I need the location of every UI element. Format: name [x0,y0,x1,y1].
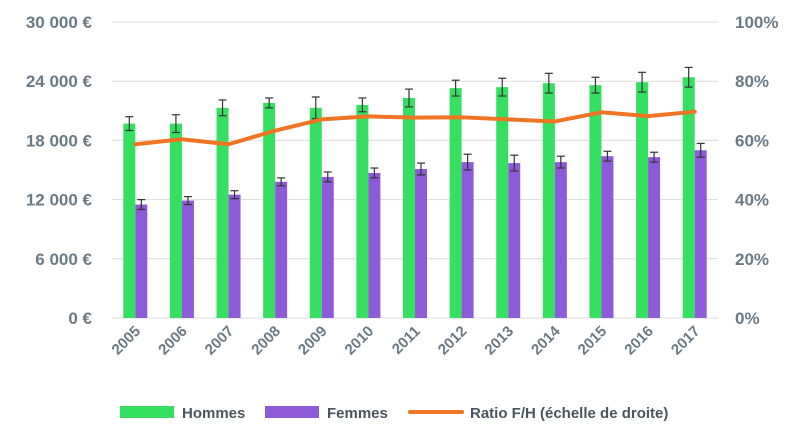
x-tick-label: 2005 [109,323,145,359]
y-left-tick-label: 24 000 € [26,72,93,91]
y-right-tick-label: 80% [735,72,769,91]
bar-femmes [228,194,241,318]
bar-femmes [415,169,427,318]
y-left-tick-label: 12 000 € [26,191,93,210]
y-right-tick-label: 60% [735,131,769,150]
legend-label-ratio: Ratio F/H (échelle de droite) [470,405,668,422]
x-tick-label: 2016 [621,323,657,359]
bar-femmes [694,150,707,318]
y-left-tick-label: 18 000 € [26,131,93,150]
bar-femmes [461,162,474,318]
bar-femmes [601,156,614,318]
y-right-tick-label: 100% [735,13,778,32]
bars-layer [123,77,707,319]
x-tick-label: 2015 [575,323,611,359]
bar-femmes [508,163,521,318]
legend-swatch-femmes [265,406,319,418]
bar-hommes [169,123,182,318]
x-tick-label: 2011 [389,323,424,358]
bar-hommes [403,97,415,319]
y-left-tick-label: 6 000 € [35,250,92,269]
bar-femmes [275,181,288,318]
legend-label-femmes: Femmes [327,405,388,422]
bar-hommes [309,107,322,318]
bar-hommes [263,102,276,318]
y-right-tick-label: 20% [735,250,769,269]
bar-femmes [554,162,567,318]
x-tick-label: 2012 [435,323,471,359]
x-tick-label: 2009 [295,323,331,359]
x-tick-label: 2008 [248,323,284,359]
x-axis-labels: 2005 2006 2007 2008 2009 2010 2011 2012 2013 2014… [109,322,704,358]
bar-hommes [449,88,462,319]
bar-hommes [356,104,369,318]
bar-hommes [542,83,555,318]
x-tick-label: 2006 [155,323,191,359]
bar-hommes [682,77,695,319]
bar-hommes [216,107,229,318]
y-right-tick-label: 0% [735,309,760,328]
legend-swatch-hommes [120,406,174,418]
right-axis-labels: 0% 20% 40% 60% 80% 100% [735,13,778,328]
bar-hommes [589,85,602,318]
left-axis-labels: 0 € 6 000 € 12 000 € 18 000 € 24 000 € 30 000… [26,13,93,328]
bar-hommes [496,87,509,319]
y-left-tick-label: 30 000 € [26,13,93,32]
bar-femmes [321,176,334,318]
y-right-tick-label: 40% [735,191,769,210]
legend-label-hommes: Hommes [182,405,245,422]
bar-femmes [648,157,661,318]
x-tick-label: 2007 [202,323,238,359]
error-bars-layer [125,66,705,211]
bar-femmes [368,172,381,318]
legend: Hommes Femmes Ratio F/H (échelle de droite… [120,405,668,422]
x-tick-label: 2014 [528,322,564,358]
bar-femmes [135,204,148,318]
x-tick-label: 2013 [481,323,517,359]
y-left-tick-label: 0 € [68,309,92,328]
bar-femmes [181,200,194,318]
x-tick-label: 2010 [342,323,378,359]
ratio-line-layer [133,109,697,147]
x-tick-label: 2017 [668,323,704,359]
bar-hommes [636,82,649,318]
bar-hommes [123,123,136,318]
ratio-line [133,109,697,147]
